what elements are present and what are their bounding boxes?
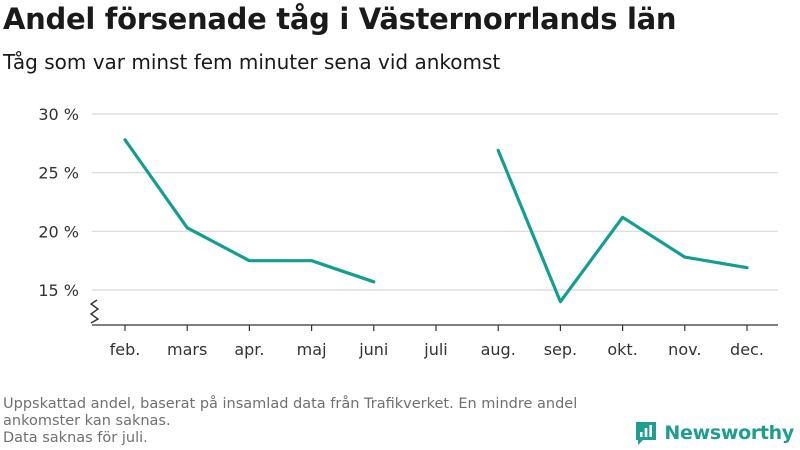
- x-tick-label: mars: [167, 340, 207, 359]
- newsworthy-logo-icon: [636, 422, 657, 445]
- y-tick-label: 20 %: [38, 222, 79, 241]
- y-tick-label: 30 %: [38, 105, 79, 124]
- y-tick-label: 15 %: [38, 281, 79, 300]
- chart-title: Andel försenade tåg i Västernorrlands lä…: [3, 2, 677, 36]
- x-tick-label: dec.: [730, 340, 764, 359]
- x-tick-label: okt.: [607, 340, 637, 359]
- footnote-missing-data: Data saknas för juli.: [3, 430, 148, 446]
- line-chart: 15 % 20 % 25 % 30 % feb. mars apr. maj juni juli a…: [38, 105, 778, 359]
- x-tick-label: sep.: [544, 340, 577, 359]
- x-tick-label: juni: [358, 340, 388, 359]
- brand-logo: Newsworthy: [634, 419, 794, 447]
- x-tick-label: feb.: [110, 340, 141, 359]
- y-tick-label: 25 %: [38, 164, 79, 183]
- x-tick-label: maj: [297, 340, 327, 359]
- x-tick-label: aug.: [481, 340, 516, 359]
- series-line: [123, 138, 376, 284]
- x-tick-label: apr.: [234, 340, 264, 359]
- series-line: [496, 148, 749, 304]
- footnote: Uppskattad andel, baserat på insamlad da…: [3, 396, 633, 447]
- x-tick-label: nov.: [668, 340, 701, 359]
- footnote-source: Uppskattad andel, baserat på insamlad da…: [3, 396, 578, 429]
- x-tick-label: juli: [423, 340, 447, 359]
- brand-name: Newsworthy: [664, 422, 794, 444]
- axis-break-icon: [89, 299, 100, 324]
- chart-subtitle: Tåg som var minst fem minuter sena vid a…: [3, 50, 501, 74]
